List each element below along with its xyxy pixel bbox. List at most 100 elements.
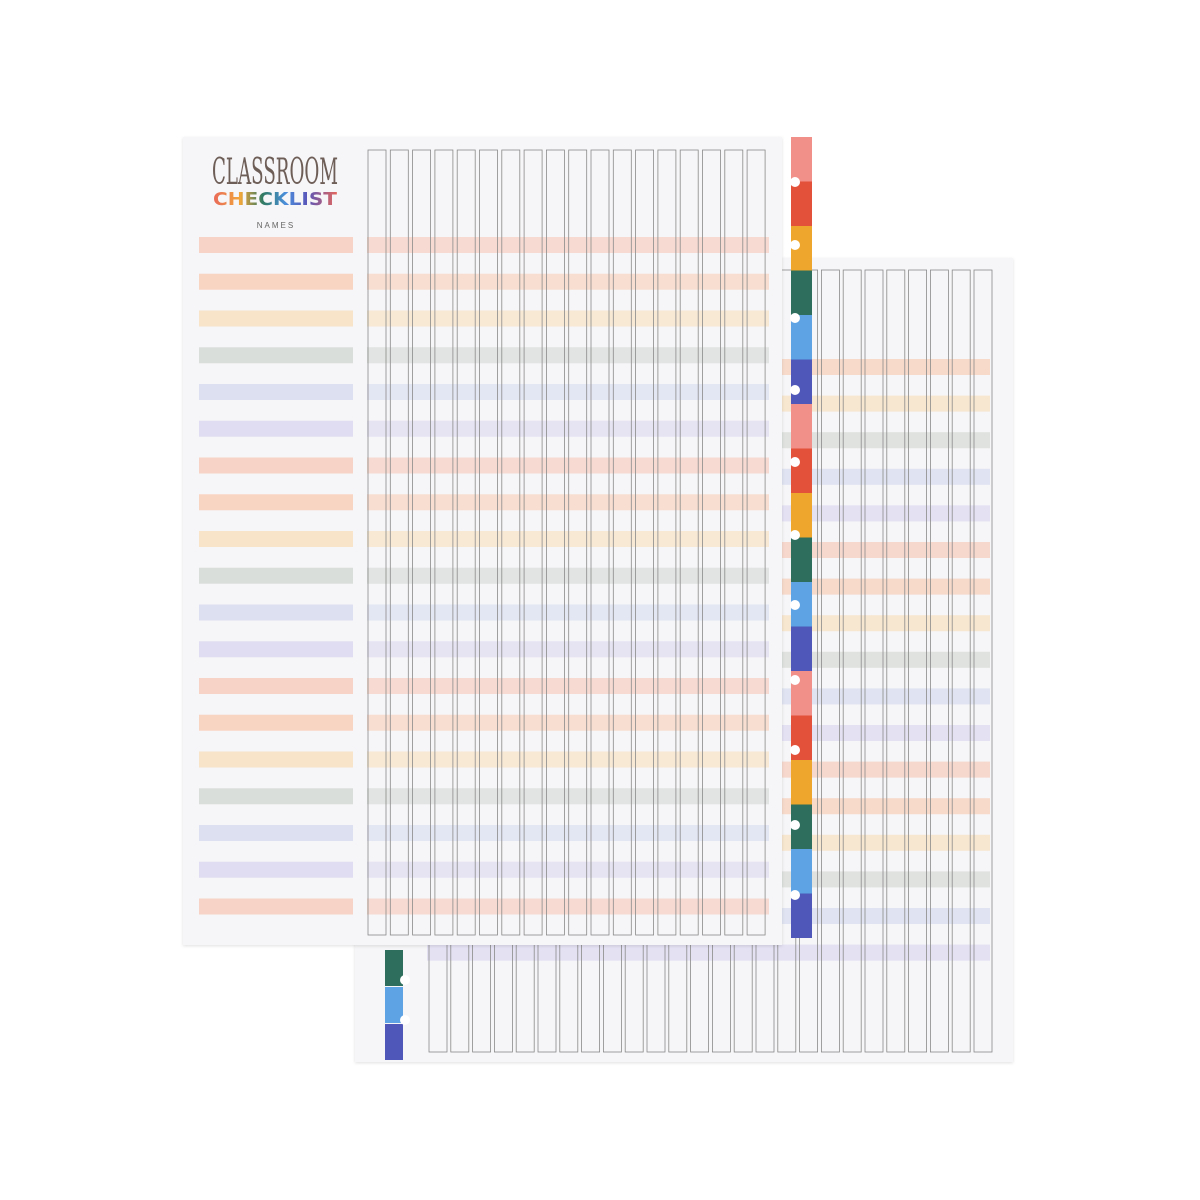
name-stripe — [199, 825, 353, 841]
tab — [791, 359, 812, 404]
row-stripe — [367, 641, 769, 658]
name-stripe — [199, 347, 353, 364]
check-column — [702, 149, 721, 936]
name-stripe — [199, 567, 353, 584]
tab — [791, 448, 812, 493]
tab — [791, 626, 812, 671]
name-stripe — [199, 273, 353, 290]
tab — [791, 404, 812, 449]
tab — [791, 760, 812, 805]
check-column — [864, 269, 884, 1053]
row-stripe — [367, 861, 769, 878]
check-column — [635, 149, 654, 936]
row-stripe — [367, 604, 769, 621]
tab — [791, 849, 812, 894]
check-column — [930, 269, 949, 1053]
check-column — [842, 269, 862, 1053]
row-stripe — [367, 310, 769, 327]
tab — [791, 226, 812, 271]
row-stripe — [367, 788, 769, 805]
binder-hole — [790, 820, 800, 830]
title: CLASSROOM — [212, 152, 338, 193]
binder-hole — [790, 177, 800, 187]
tab — [791, 137, 812, 182]
tab — [791, 315, 812, 360]
row-stripe — [367, 531, 769, 547]
check-column — [973, 269, 993, 1053]
row-stripe — [367, 494, 769, 511]
name-stripe — [199, 310, 353, 327]
name-stripe — [199, 751, 353, 768]
row-stripe — [367, 567, 769, 584]
binder-hole — [400, 1015, 410, 1025]
check-column — [367, 149, 387, 936]
check-column — [908, 269, 927, 1053]
row-stripe — [367, 237, 769, 253]
tab — [385, 987, 403, 1023]
row-stripe — [367, 347, 769, 364]
binder-hole — [790, 530, 800, 540]
row-stripe — [367, 751, 769, 768]
binder-hole — [790, 313, 800, 323]
row-stripe — [367, 384, 769, 400]
check-column — [479, 149, 498, 936]
check-column — [746, 149, 766, 936]
check-column — [434, 149, 454, 936]
row-stripe — [367, 678, 769, 694]
binder-hole — [790, 240, 800, 250]
name-stripe — [199, 678, 353, 694]
name-stripe — [199, 788, 353, 805]
check-column — [951, 269, 971, 1053]
check-column — [612, 149, 632, 936]
check-column — [501, 149, 521, 936]
binder-hole — [790, 600, 800, 610]
binder-hole — [790, 457, 800, 467]
name-stripe — [199, 604, 353, 621]
row-stripe — [367, 420, 769, 437]
tab — [791, 537, 812, 582]
check-column — [679, 149, 699, 936]
binder-hole — [790, 890, 800, 900]
check-column — [657, 149, 677, 936]
name-stripe — [199, 237, 353, 253]
name-stripe — [199, 384, 353, 400]
name-stripe — [199, 457, 353, 474]
tab — [791, 493, 812, 538]
row-stripe — [367, 457, 769, 474]
tab — [385, 1024, 403, 1060]
name-stripe — [199, 861, 353, 878]
name-stripe — [199, 898, 353, 915]
tab — [791, 804, 812, 849]
row-stripe — [367, 825, 769, 841]
check-column — [590, 149, 610, 936]
check-column — [412, 149, 432, 936]
binder-hole — [790, 675, 800, 685]
front-page — [183, 137, 812, 945]
tab — [791, 582, 812, 627]
binder-hole — [400, 975, 410, 985]
check-column — [456, 149, 476, 936]
tab — [791, 893, 812, 938]
name-stripe — [199, 714, 353, 731]
check-column — [546, 149, 565, 936]
row-stripe — [367, 714, 769, 731]
check-column — [389, 149, 409, 936]
check-column — [568, 149, 588, 936]
binder-hole — [790, 745, 800, 755]
row-stripe — [367, 898, 769, 915]
binder-hole — [790, 385, 800, 395]
check-column — [523, 149, 543, 936]
tab — [791, 181, 812, 226]
name-stripe — [199, 420, 353, 437]
check-column — [821, 269, 840, 1053]
name-stripe — [199, 531, 353, 547]
subtitle: CHECKLIST — [213, 189, 338, 210]
column-label: NAMES — [257, 221, 295, 230]
check-column — [886, 269, 906, 1053]
tab — [385, 950, 403, 986]
check-column — [724, 149, 744, 936]
name-stripe — [199, 641, 353, 658]
row-stripe — [367, 273, 769, 290]
tab — [791, 270, 812, 315]
